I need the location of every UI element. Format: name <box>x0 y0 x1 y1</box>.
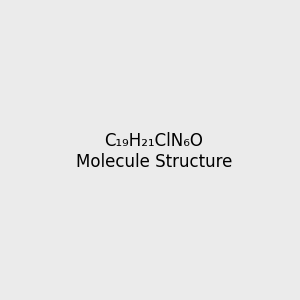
Text: C₁₉H₂₁ClN₆O
Molecule Structure: C₁₉H₂₁ClN₆O Molecule Structure <box>76 132 232 171</box>
